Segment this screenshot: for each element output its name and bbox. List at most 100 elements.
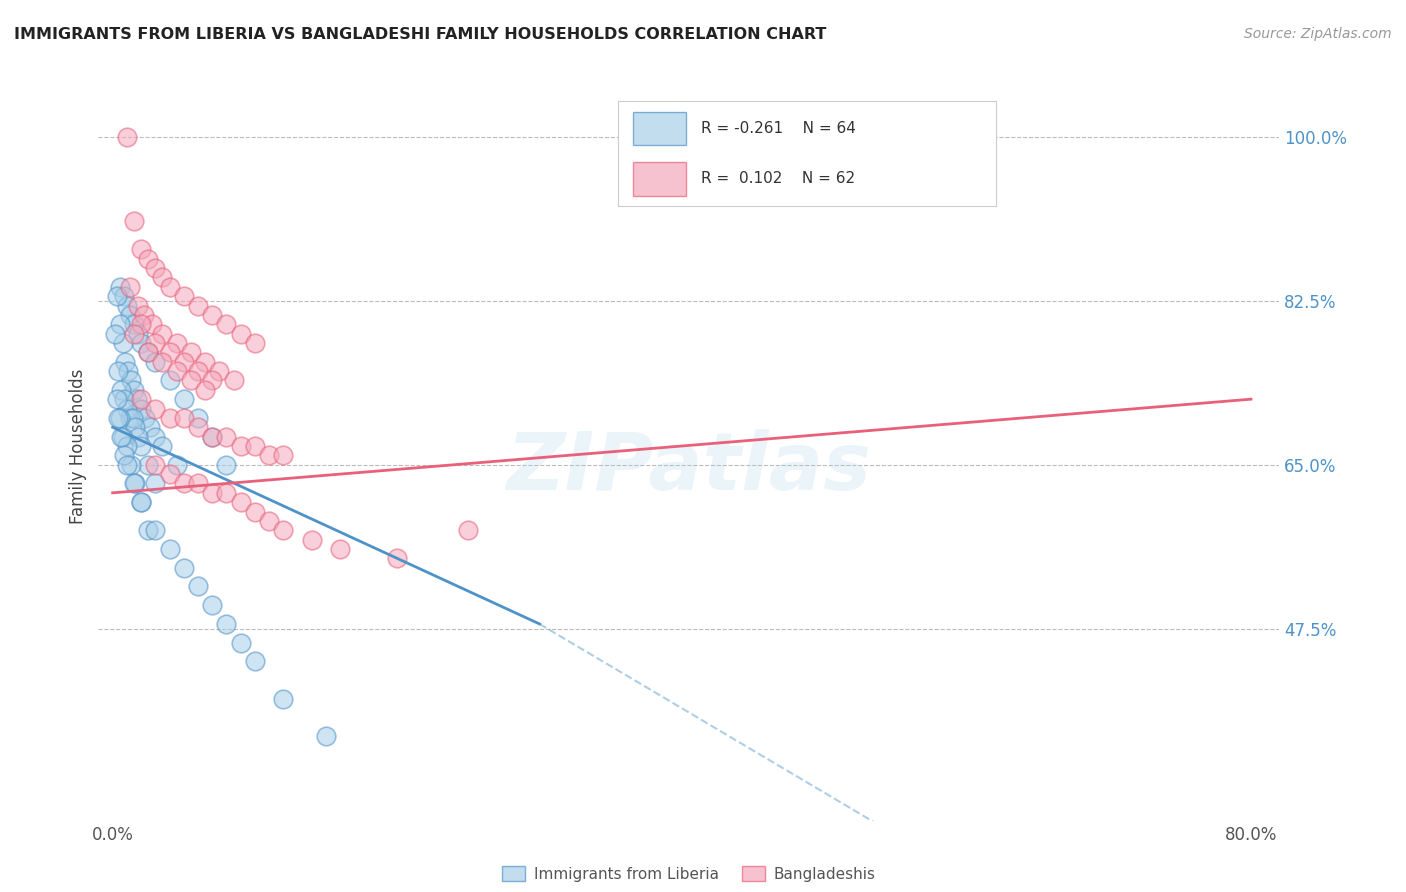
- Point: [173, 476, 195, 491]
- Point: [111, 336, 134, 351]
- Text: ZIPatlas: ZIPatlas: [506, 429, 872, 508]
- Point: [134, 410, 156, 425]
- Point: [120, 374, 142, 388]
- Point: [110, 383, 132, 397]
- Point: [152, 270, 174, 285]
- Point: [136, 524, 159, 538]
- Point: [122, 326, 145, 341]
- Point: [180, 374, 202, 388]
- Point: [129, 401, 152, 416]
- Point: [141, 318, 163, 332]
- Point: [243, 505, 266, 519]
- Point: [173, 355, 195, 369]
- Point: [301, 533, 323, 547]
- Point: [143, 430, 166, 444]
- Point: [243, 439, 266, 453]
- Point: [159, 410, 181, 425]
- Point: [121, 410, 143, 425]
- Point: [107, 410, 129, 425]
- Point: [122, 214, 145, 228]
- Point: [229, 326, 252, 341]
- Point: [129, 495, 152, 509]
- Point: [104, 326, 127, 341]
- Point: [201, 374, 224, 388]
- Point: [187, 476, 209, 491]
- Point: [315, 730, 337, 744]
- Point: [115, 458, 138, 472]
- Point: [112, 289, 135, 303]
- Point: [187, 410, 209, 425]
- Point: [143, 524, 166, 538]
- Point: [115, 299, 138, 313]
- Y-axis label: Family Households: Family Households: [69, 368, 87, 524]
- Point: [108, 410, 131, 425]
- Point: [229, 635, 252, 649]
- Point: [159, 280, 181, 294]
- Point: [215, 617, 238, 632]
- Point: [273, 692, 295, 706]
- Point: [110, 430, 132, 444]
- Point: [187, 580, 209, 594]
- Point: [201, 599, 224, 613]
- Point: [143, 476, 166, 491]
- Point: [173, 561, 195, 575]
- Point: [329, 542, 352, 557]
- Point: [955, 130, 977, 145]
- Point: [108, 318, 131, 332]
- Point: [457, 524, 479, 538]
- Point: [173, 392, 195, 407]
- Point: [152, 355, 174, 369]
- Point: [201, 485, 224, 500]
- Point: [107, 364, 129, 378]
- Point: [159, 542, 181, 557]
- Point: [122, 383, 145, 397]
- Point: [143, 261, 166, 276]
- Point: [136, 252, 159, 266]
- Point: [111, 430, 134, 444]
- Point: [215, 318, 238, 332]
- Point: [187, 420, 209, 434]
- Point: [215, 430, 238, 444]
- Point: [129, 243, 152, 257]
- Point: [257, 514, 280, 528]
- Point: [125, 392, 148, 407]
- Point: [136, 458, 159, 472]
- Point: [114, 355, 136, 369]
- Point: [120, 458, 142, 472]
- Point: [243, 655, 266, 669]
- Point: [387, 551, 409, 566]
- Point: [122, 476, 145, 491]
- Point: [136, 345, 159, 359]
- Point: [273, 524, 295, 538]
- Point: [243, 336, 266, 351]
- Point: [132, 308, 155, 322]
- Point: [180, 345, 202, 359]
- Point: [166, 336, 188, 351]
- Point: [105, 289, 128, 303]
- Point: [166, 364, 188, 378]
- Point: [671, 130, 693, 145]
- Point: [118, 280, 141, 294]
- Point: [124, 476, 146, 491]
- Point: [201, 308, 224, 322]
- Text: Source: ZipAtlas.com: Source: ZipAtlas.com: [1244, 27, 1392, 41]
- Point: [229, 495, 252, 509]
- Point: [173, 289, 195, 303]
- Point: [115, 439, 138, 453]
- Point: [273, 449, 295, 463]
- Point: [159, 374, 181, 388]
- Point: [166, 458, 188, 472]
- Point: [118, 410, 141, 425]
- Text: IMMIGRANTS FROM LIBERIA VS BANGLADESHI FAMILY HOUSEHOLDS CORRELATION CHART: IMMIGRANTS FROM LIBERIA VS BANGLADESHI F…: [14, 27, 827, 42]
- Point: [173, 410, 195, 425]
- Point: [136, 345, 159, 359]
- Point: [208, 364, 231, 378]
- Point: [159, 467, 181, 482]
- Point: [138, 420, 160, 434]
- Point: [201, 430, 224, 444]
- Point: [143, 458, 166, 472]
- Point: [112, 449, 135, 463]
- Point: [105, 392, 128, 407]
- Point: [118, 308, 141, 322]
- Point: [187, 299, 209, 313]
